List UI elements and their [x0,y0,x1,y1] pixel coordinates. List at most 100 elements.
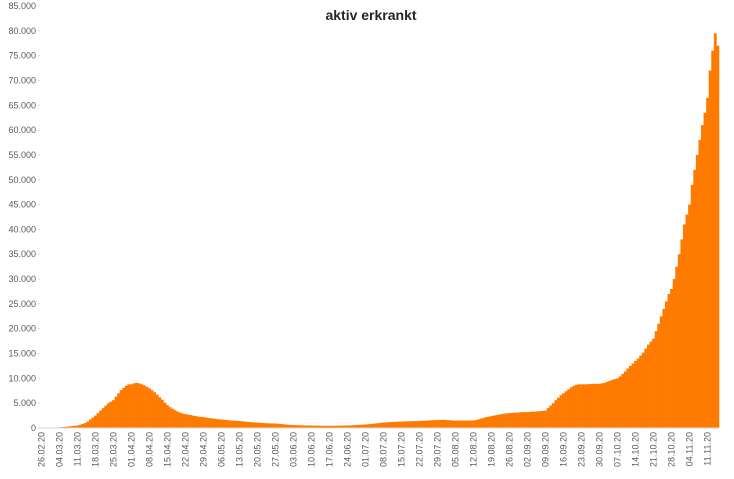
x-tick-label: 29.04.20 [198,432,208,467]
bar [421,421,424,428]
bar [611,380,614,428]
y-tick-label: 65.000 [8,100,36,110]
bar [189,415,192,428]
bar [626,368,629,428]
bar [457,421,460,428]
bar [503,414,506,428]
x-tick-label: 26.08.20 [504,432,514,467]
bar [361,425,364,428]
bar [464,421,467,428]
bar [223,420,226,428]
y-tick-label: 45.000 [8,200,36,210]
bar [696,155,699,428]
x-tick-label: 05.08.20 [450,432,460,467]
bar [436,420,439,428]
bar [614,379,617,428]
bar [233,421,236,428]
bar [449,420,452,428]
bar [544,411,547,428]
bar [647,345,650,428]
x-tick-label: 15.07.20 [396,432,406,467]
bar [716,46,719,428]
bar [482,418,485,428]
bar [467,421,470,428]
bar [585,384,588,428]
bar [109,402,112,428]
bar [655,331,658,428]
bar [158,397,161,428]
bar [578,384,581,428]
x-tick-label: 02.09.20 [522,432,532,467]
bar [657,324,660,428]
bar [521,412,524,428]
bar [526,412,529,428]
bar [650,342,653,428]
bar [228,420,231,428]
x-tick-label: 11.11.20 [702,432,712,466]
bar [207,418,210,428]
bar [120,390,123,428]
bar [364,425,367,428]
bar [176,412,179,428]
y-tick-label: 0 [31,423,36,433]
bar [127,384,130,428]
x-tick-label: 14.10.20 [630,432,640,467]
bar [508,413,511,428]
bar [269,423,272,428]
bar [256,423,259,428]
bar [536,411,539,428]
bar [143,385,146,428]
bar [271,423,274,428]
x-tick-label: 06.05.20 [216,432,226,467]
bar [104,406,107,428]
bar [601,383,604,428]
bar [392,422,395,428]
bar [382,423,385,428]
bar [277,424,280,428]
bar [480,419,483,428]
x-tick-label: 03.06.20 [288,432,298,467]
bar [539,411,542,428]
bar [583,384,586,428]
y-tick-label: 60.000 [8,125,36,135]
bar [284,425,287,428]
bar [675,267,678,428]
bar [616,378,619,428]
bar [506,413,509,428]
bar [619,376,622,428]
bar [603,383,606,428]
bar [97,413,100,428]
bar [446,420,449,428]
bar [94,416,97,428]
bar [161,400,164,428]
bar [410,421,413,428]
x-tick-label: 08.04.20 [144,432,154,467]
bar [632,363,635,428]
bar [575,385,578,428]
x-tick-label: 10.06.20 [306,432,316,467]
bar [130,384,133,428]
bar [156,395,159,428]
y-tick-label: 40.000 [8,224,36,234]
bar [372,424,375,428]
y-tick-label: 35.000 [8,249,36,259]
bar [202,417,205,428]
bar [248,422,251,428]
bar [565,391,568,428]
bar [387,422,390,428]
bar [704,113,707,428]
x-tick-label: 08.07.20 [378,432,388,467]
x-tick-label: 01.04.20 [126,432,136,467]
bar [192,416,195,428]
bar [194,416,197,428]
bar [367,424,370,428]
bar [668,294,671,428]
bar [711,51,714,428]
y-tick-label: 80.000 [8,26,36,36]
x-tick-label: 01.07.20 [360,432,370,467]
bar [169,407,172,428]
bar [706,98,709,428]
y-tick-label: 55.000 [8,150,36,160]
bar [187,415,190,428]
